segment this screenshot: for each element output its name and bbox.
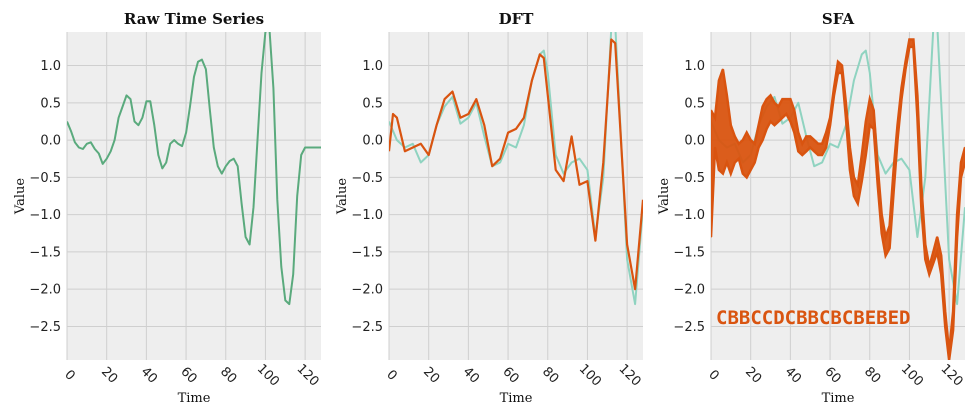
y-tick-label: 0.0 bbox=[362, 134, 383, 149]
y-tick-label: 1.0 bbox=[40, 59, 61, 74]
x-tick-label: 0 bbox=[383, 367, 399, 383]
y-tick-label: −2.0 bbox=[351, 283, 383, 298]
x-ticks-raw: 0 20 40 60 80 100 120 bbox=[61, 361, 321, 389]
x-tick-label: 80 bbox=[217, 364, 239, 386]
grid-raw bbox=[66, 32, 321, 360]
series-layer-dft bbox=[389, 32, 643, 306]
plot-area-dft bbox=[389, 32, 643, 360]
y-tick-label: −0.5 bbox=[29, 171, 61, 186]
y-axis-label-sfa: Value bbox=[657, 178, 672, 215]
y-axis-label-raw: Value bbox=[13, 178, 28, 215]
chart-title-sfa: SFA bbox=[822, 10, 855, 28]
y-axis-label-dft: Value bbox=[335, 178, 350, 215]
panel-dft: 1.0 0.5 0.0 −0.5 −1.0 −1.5 −2.0 −2.5 0 20 40 60 80 1… bbox=[335, 10, 644, 406]
y-ticks-raw: 1.0 0.5 0.0 −0.5 −1.0 −1.5 −2.0 −2.5 bbox=[29, 59, 61, 335]
series-clip-group bbox=[389, 32, 643, 306]
series-line-sfa-lower bbox=[711, 45, 965, 360]
x-tick-label: 40 bbox=[138, 364, 160, 386]
plot-area-raw bbox=[67, 32, 321, 360]
x-tick-label: 0 bbox=[61, 367, 77, 383]
x-axis-label-sfa: Time bbox=[822, 391, 855, 406]
x-ticks-dft: 0 20 40 60 80 100 120 bbox=[383, 361, 643, 389]
x-axis-label-dft: Time bbox=[500, 391, 533, 406]
x-tick-label: 100 bbox=[898, 361, 926, 389]
x-tick-label: 80 bbox=[861, 364, 883, 386]
y-tick-label: −2.5 bbox=[351, 320, 383, 335]
series-clip-group bbox=[67, 32, 321, 306]
y-tick-label: −2.0 bbox=[29, 283, 61, 298]
x-tick-label: 120 bbox=[938, 361, 966, 389]
x-tick-label: 60 bbox=[821, 364, 843, 386]
y-tick-label: 0.5 bbox=[684, 96, 705, 111]
grid-sfa bbox=[710, 32, 965, 360]
y-tick-label: −2.5 bbox=[29, 320, 61, 335]
x-tick-label: 40 bbox=[460, 364, 482, 386]
x-tick-label: 40 bbox=[782, 364, 804, 386]
series-layer-raw bbox=[67, 32, 321, 306]
y-tick-label: 0.0 bbox=[684, 134, 705, 149]
y-tick-label: −1.0 bbox=[29, 208, 61, 223]
series-line-raw bbox=[67, 32, 321, 306]
y-tick-label: −1.0 bbox=[673, 208, 705, 223]
x-tick-label: 60 bbox=[499, 364, 521, 386]
y-tick-label: −2.0 bbox=[673, 283, 705, 298]
y-tick-label: −0.5 bbox=[673, 171, 705, 186]
y-tick-label: 0.5 bbox=[40, 96, 61, 111]
chart-title-dft: DFT bbox=[499, 10, 535, 28]
y-tick-label: 0.5 bbox=[362, 96, 383, 111]
series-line-dft bbox=[389, 38, 643, 291]
y-tick-label: −1.5 bbox=[29, 245, 61, 260]
panel-sfa: 1.0 0.5 0.0 −0.5 −1.0 −1.5 −2.0 −2.5 0 20 40 60 80 1… bbox=[657, 10, 966, 406]
y-tick-label: 1.0 bbox=[684, 59, 705, 74]
x-ticks-sfa: 0 20 40 60 80 100 120 bbox=[705, 361, 965, 389]
x-tick-label: 120 bbox=[616, 361, 644, 389]
y-tick-label: 1.0 bbox=[362, 59, 383, 74]
y-ticks-dft: 1.0 0.5 0.0 −0.5 −1.0 −1.5 −2.0 −2.5 bbox=[351, 59, 383, 335]
y-tick-label: −1.0 bbox=[351, 208, 383, 223]
x-tick-label: 20 bbox=[98, 364, 120, 386]
series-clip-group bbox=[711, 32, 965, 360]
series-layer-sfa bbox=[711, 32, 965, 360]
sfa-word-annotation: CBBCCDCBBCBCBEBED bbox=[716, 307, 910, 329]
series-line-sfa-upper bbox=[711, 38, 965, 353]
chart-title-raw: Raw Time Series bbox=[124, 10, 264, 28]
x-tick-label: 100 bbox=[576, 361, 604, 389]
x-tick-label: 60 bbox=[177, 364, 199, 386]
x-axis-label-raw: Time bbox=[178, 391, 211, 406]
x-tick-label: 80 bbox=[539, 364, 561, 386]
y-tick-label: −1.5 bbox=[351, 245, 383, 260]
y-tick-label: 0.0 bbox=[40, 134, 61, 149]
y-tick-label: −0.5 bbox=[351, 171, 383, 186]
y-tick-label: −1.5 bbox=[673, 245, 705, 260]
x-tick-label: 20 bbox=[742, 364, 764, 386]
x-tick-label: 100 bbox=[254, 361, 282, 389]
x-tick-label: 120 bbox=[294, 361, 322, 389]
y-ticks-sfa: 1.0 0.5 0.0 −0.5 −1.0 −1.5 −2.0 −2.5 bbox=[673, 59, 705, 335]
x-tick-label: 0 bbox=[705, 367, 721, 383]
y-tick-label: −2.5 bbox=[673, 320, 705, 335]
panel-raw: 1.0 0.5 0.0 −0.5 −1.0 −1.5 −2.0 −2.5 0 20 40 60 80 1… bbox=[13, 10, 322, 406]
x-tick-label: 20 bbox=[420, 364, 442, 386]
